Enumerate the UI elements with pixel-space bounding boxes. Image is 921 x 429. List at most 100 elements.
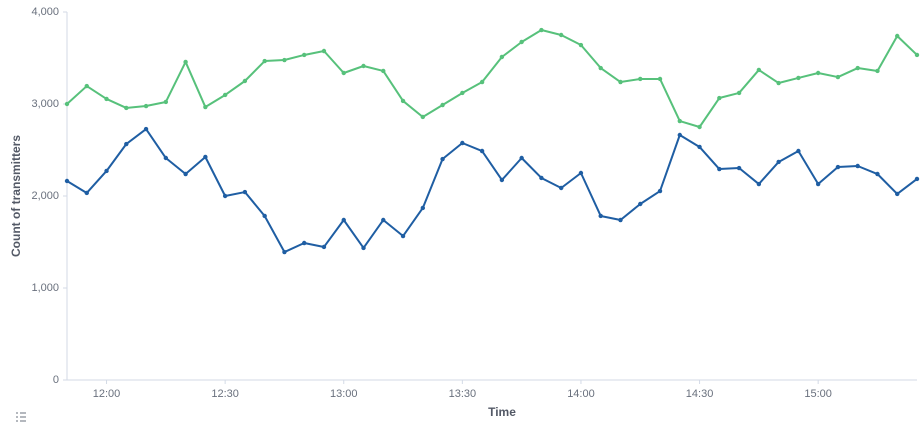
data-point (203, 104, 208, 110)
data-point (104, 96, 109, 102)
data-point (875, 68, 880, 74)
data-point (341, 217, 346, 223)
data-point (222, 92, 228, 98)
data-point (895, 191, 900, 197)
data-point (302, 52, 307, 58)
data-point (815, 181, 821, 187)
data-point (183, 59, 188, 65)
data-point (143, 103, 149, 109)
data-point (124, 105, 129, 111)
data-point (519, 155, 524, 161)
data-point (84, 83, 89, 89)
data-point (479, 79, 485, 85)
data-point (381, 217, 386, 223)
data-point (756, 67, 762, 73)
data-point (183, 171, 188, 177)
data-point (460, 140, 465, 146)
data-point (835, 164, 841, 170)
data-point (420, 114, 426, 120)
data-point (657, 76, 663, 82)
data-point (539, 175, 544, 181)
data-point (321, 48, 327, 54)
data-point (756, 181, 762, 187)
data-point (598, 213, 603, 219)
data-point (163, 155, 169, 161)
data-point (242, 78, 248, 84)
data-point (914, 52, 920, 58)
data-point (578, 42, 584, 48)
y-tick-label: 0 (53, 374, 59, 386)
data-point (539, 27, 544, 33)
data-point (618, 217, 623, 223)
data-point (440, 156, 445, 162)
legend-toggle[interactable] (16, 412, 26, 422)
data-point (361, 63, 366, 69)
x-tick-label: 15:00 (804, 388, 832, 400)
data-point (796, 75, 801, 81)
x-tick-label: 12:30 (211, 388, 239, 400)
x-axis-title: Time (488, 405, 516, 419)
data-point (341, 70, 346, 76)
data-point (262, 58, 267, 64)
data-point (697, 144, 702, 150)
data-point (855, 65, 860, 71)
data-point (835, 74, 841, 80)
data-point (84, 190, 89, 196)
data-point (440, 102, 445, 108)
data-point (618, 79, 623, 85)
data-point (499, 177, 505, 183)
data-point (400, 233, 406, 239)
data-point (697, 124, 702, 130)
data-point (499, 54, 505, 60)
data-point (776, 159, 781, 165)
data-point (302, 240, 307, 246)
data-point (282, 249, 287, 255)
data-point (796, 148, 801, 154)
data-point (736, 165, 742, 171)
data-point (815, 70, 821, 76)
x-tick-label: 13:30 (449, 388, 477, 400)
data-point (855, 163, 860, 169)
data-point (717, 166, 722, 172)
data-point (638, 201, 643, 207)
data-point (222, 193, 228, 199)
series-line (66, 29, 918, 128)
y-axis-title: Count of transmitters (9, 135, 23, 257)
x-tick-label: 14:00 (567, 388, 595, 400)
x-tick-label: 12:00 (93, 388, 121, 400)
data-point (519, 39, 524, 45)
data-point (104, 168, 109, 174)
data-point (717, 95, 722, 101)
y-tick-label: 2,000 (31, 190, 59, 202)
data-point (143, 126, 149, 132)
data-point (558, 185, 564, 191)
data-point (242, 189, 248, 195)
data-point (677, 132, 682, 138)
data-point (321, 244, 327, 250)
data-point (124, 141, 129, 147)
data-point (64, 178, 70, 184)
data-point (578, 170, 584, 176)
y-tick-label: 4,000 (31, 6, 59, 18)
data-point (914, 176, 920, 182)
data-point (479, 148, 485, 154)
data-point (895, 33, 900, 39)
data-point (657, 188, 663, 194)
data-point (875, 171, 880, 177)
data-point (677, 118, 682, 124)
data-point (163, 99, 169, 105)
series-line (66, 128, 918, 254)
data-point (282, 57, 287, 63)
data-point (598, 65, 603, 71)
data-point (420, 205, 426, 211)
data-point (381, 68, 386, 74)
data-point (558, 32, 564, 38)
y-tick-label: 3,000 (31, 98, 59, 110)
data-point (776, 80, 781, 86)
data-point (262, 213, 267, 219)
x-tick-label: 13:00 (330, 388, 358, 400)
data-point (64, 101, 70, 107)
data-point (736, 90, 742, 96)
